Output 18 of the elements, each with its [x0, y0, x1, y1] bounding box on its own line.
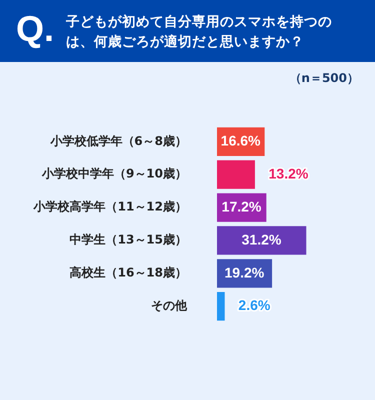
bar — [217, 226, 306, 255]
data-label: 13.2% — [268, 165, 309, 182]
text: （n＝500） — [289, 70, 359, 87]
data-label: 17.2% — [222, 198, 262, 214]
data-label: 31.2% — [242, 231, 282, 248]
y-tick-label: 高校生（16～18歳） — [70, 266, 187, 280]
y-tick-label: 小学校低学年（6～8歳） — [49, 134, 187, 148]
chart-title: 子どもが初めて自分専用のスマホを持つのは、何歳ごろが適切だと思いますか？ — [66, 13, 333, 52]
y-tick-label: 小学校高学年（11～12歳） — [32, 200, 187, 214]
text: Q. — [16, 8, 54, 50]
y-tick-label: 小学校中学年（9～10歳） — [40, 166, 187, 181]
data-label: 2.6% — [238, 297, 271, 314]
y-tick-label: 中学生（13～15歳） — [70, 232, 187, 247]
bar — [217, 160, 255, 189]
data-label: 16.6% — [220, 132, 262, 149]
bar — [217, 292, 225, 321]
y-tick-label: その他 — [151, 298, 188, 312]
data-label: 19.2% — [224, 264, 265, 280]
